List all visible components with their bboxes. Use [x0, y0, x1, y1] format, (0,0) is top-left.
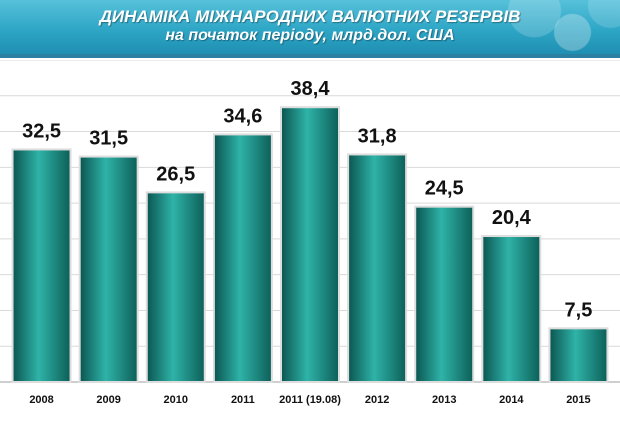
bar — [11, 148, 72, 383]
data-label: 26,5 — [156, 163, 195, 185]
data-label: 32,5 — [22, 120, 61, 142]
bar — [481, 235, 542, 383]
x-tick-label: 2008 — [29, 394, 53, 406]
header-banner: ДИНАМІКА МІЖНАРОДНИХ ВАЛЮТНИХ РЕЗЕРВІВ н… — [0, 0, 620, 54]
bar — [347, 153, 408, 383]
bars-group — [11, 106, 609, 384]
x-tick-label: 2013 — [432, 394, 456, 406]
data-label: 31,8 — [358, 125, 397, 147]
x-tick-label: 2015 — [566, 394, 590, 406]
bar-chart: 32,5 31,5 26,5 34,6 38,4 31,8 24,5 20,4 7,5 2008… — [0, 60, 620, 406]
bar — [78, 155, 139, 383]
x-tick-label: 2010 — [164, 394, 188, 406]
data-label: 34,6 — [223, 105, 262, 127]
data-label: 38,4 — [291, 78, 331, 100]
bar — [145, 191, 206, 383]
bar — [414, 205, 475, 383]
chart-subtitle: на початок періоду, млрд.дол. США — [165, 27, 455, 44]
x-tick-labels: 2008 2009 2010 2011 2011 (19.08) 2012 2013 2014… — [29, 394, 590, 406]
chart-title: ДИНАМІКА МІЖНАРОДНИХ ВАЛЮТНИХ РЕЗЕРВІВ — [99, 7, 521, 26]
x-tick-label: 2011 — [231, 394, 255, 406]
bar — [280, 106, 340, 384]
x-tick-label: 2014 — [499, 394, 524, 406]
x-tick-label: 2012 — [365, 394, 389, 406]
data-label: 24,5 — [425, 178, 464, 200]
value-labels: 32,5 31,5 26,5 34,6 38,4 31,8 24,5 20,4 7,5 — [22, 78, 592, 321]
x-tick-label: 2009 — [96, 394, 120, 406]
header-text: ДИНАМІКА МІЖНАРОДНИХ ВАЛЮТНИХ РЕЗЕРВІВ н… — [0, 0, 620, 54]
header-rule — [0, 54, 620, 58]
data-label: 31,5 — [89, 128, 128, 150]
data-label: 20,4 — [492, 207, 532, 229]
banner-decoration — [430, 0, 620, 54]
data-label: 7,5 — [565, 299, 593, 321]
bar — [548, 327, 609, 384]
x-tick-label: 2011 (19.08) — [279, 394, 341, 406]
bar — [212, 133, 273, 384]
